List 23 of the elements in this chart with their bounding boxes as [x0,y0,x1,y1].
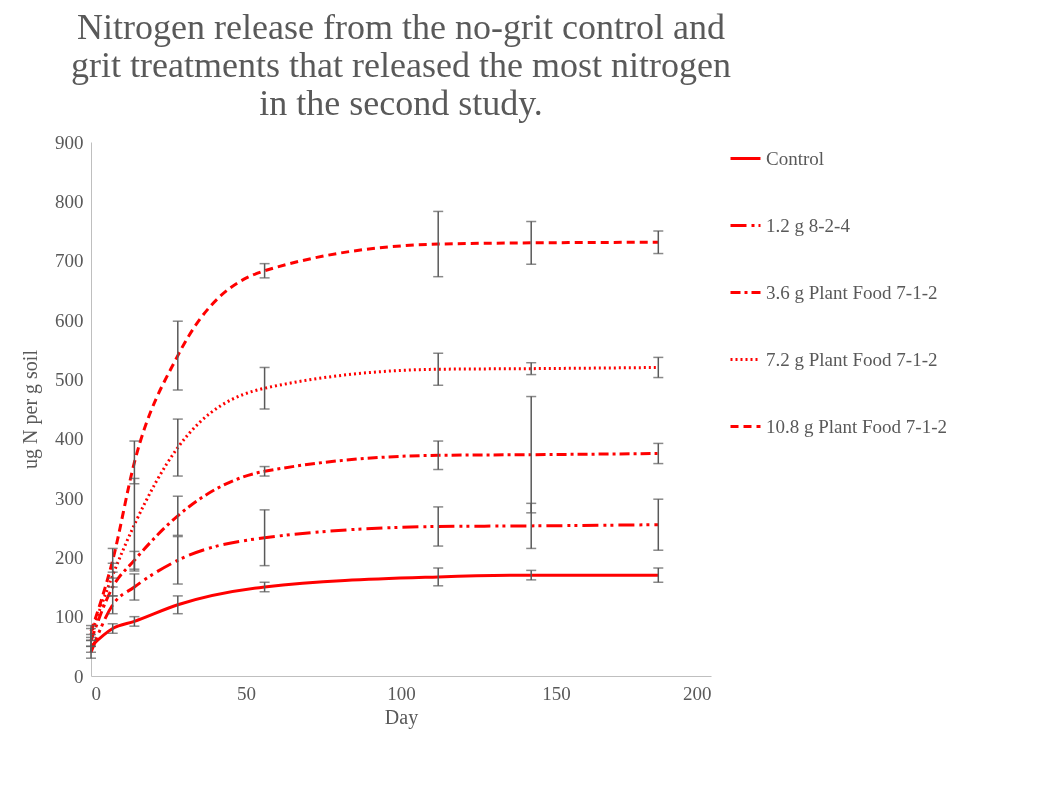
y-tick-label: 300 [55,487,84,509]
y-tick-label: 0 [74,665,84,687]
y-tick-label: 500 [55,368,84,390]
y-tick-label: 100 [55,606,84,628]
y-tick-label: 800 [55,190,84,212]
x-axis-title: Day [384,705,419,729]
x-tick-label: 150 [542,682,571,704]
y-tick-label: 700 [55,250,84,272]
y-axis-title: ug N per g soil [19,349,42,469]
legend-label: 1.2 g 8-2-4 [766,214,851,236]
legend-label: Control [766,147,825,169]
x-tick-label: 100 [387,682,416,704]
y-tick-label: 900 [55,131,84,153]
x-tick-label: 0 [91,682,101,704]
legend-label: 7.2 g Plant Food 7-1-2 [766,348,938,370]
legend-label: 10.8 g Plant Food 7-1-2 [766,415,948,437]
chart-title: Nitrogen release from the no-grit control and grit treatments that released the most nitrogen in the second study. [71,7,731,123]
x-tick-label: 200 [683,682,712,704]
legend-label: 3.6 g Plant Food 7-1-2 [766,281,938,303]
x-tick-label: 50 [237,682,256,704]
y-tick-label: 200 [55,546,84,568]
y-tick-label: 400 [55,428,84,450]
y-tick-label: 600 [55,309,84,331]
